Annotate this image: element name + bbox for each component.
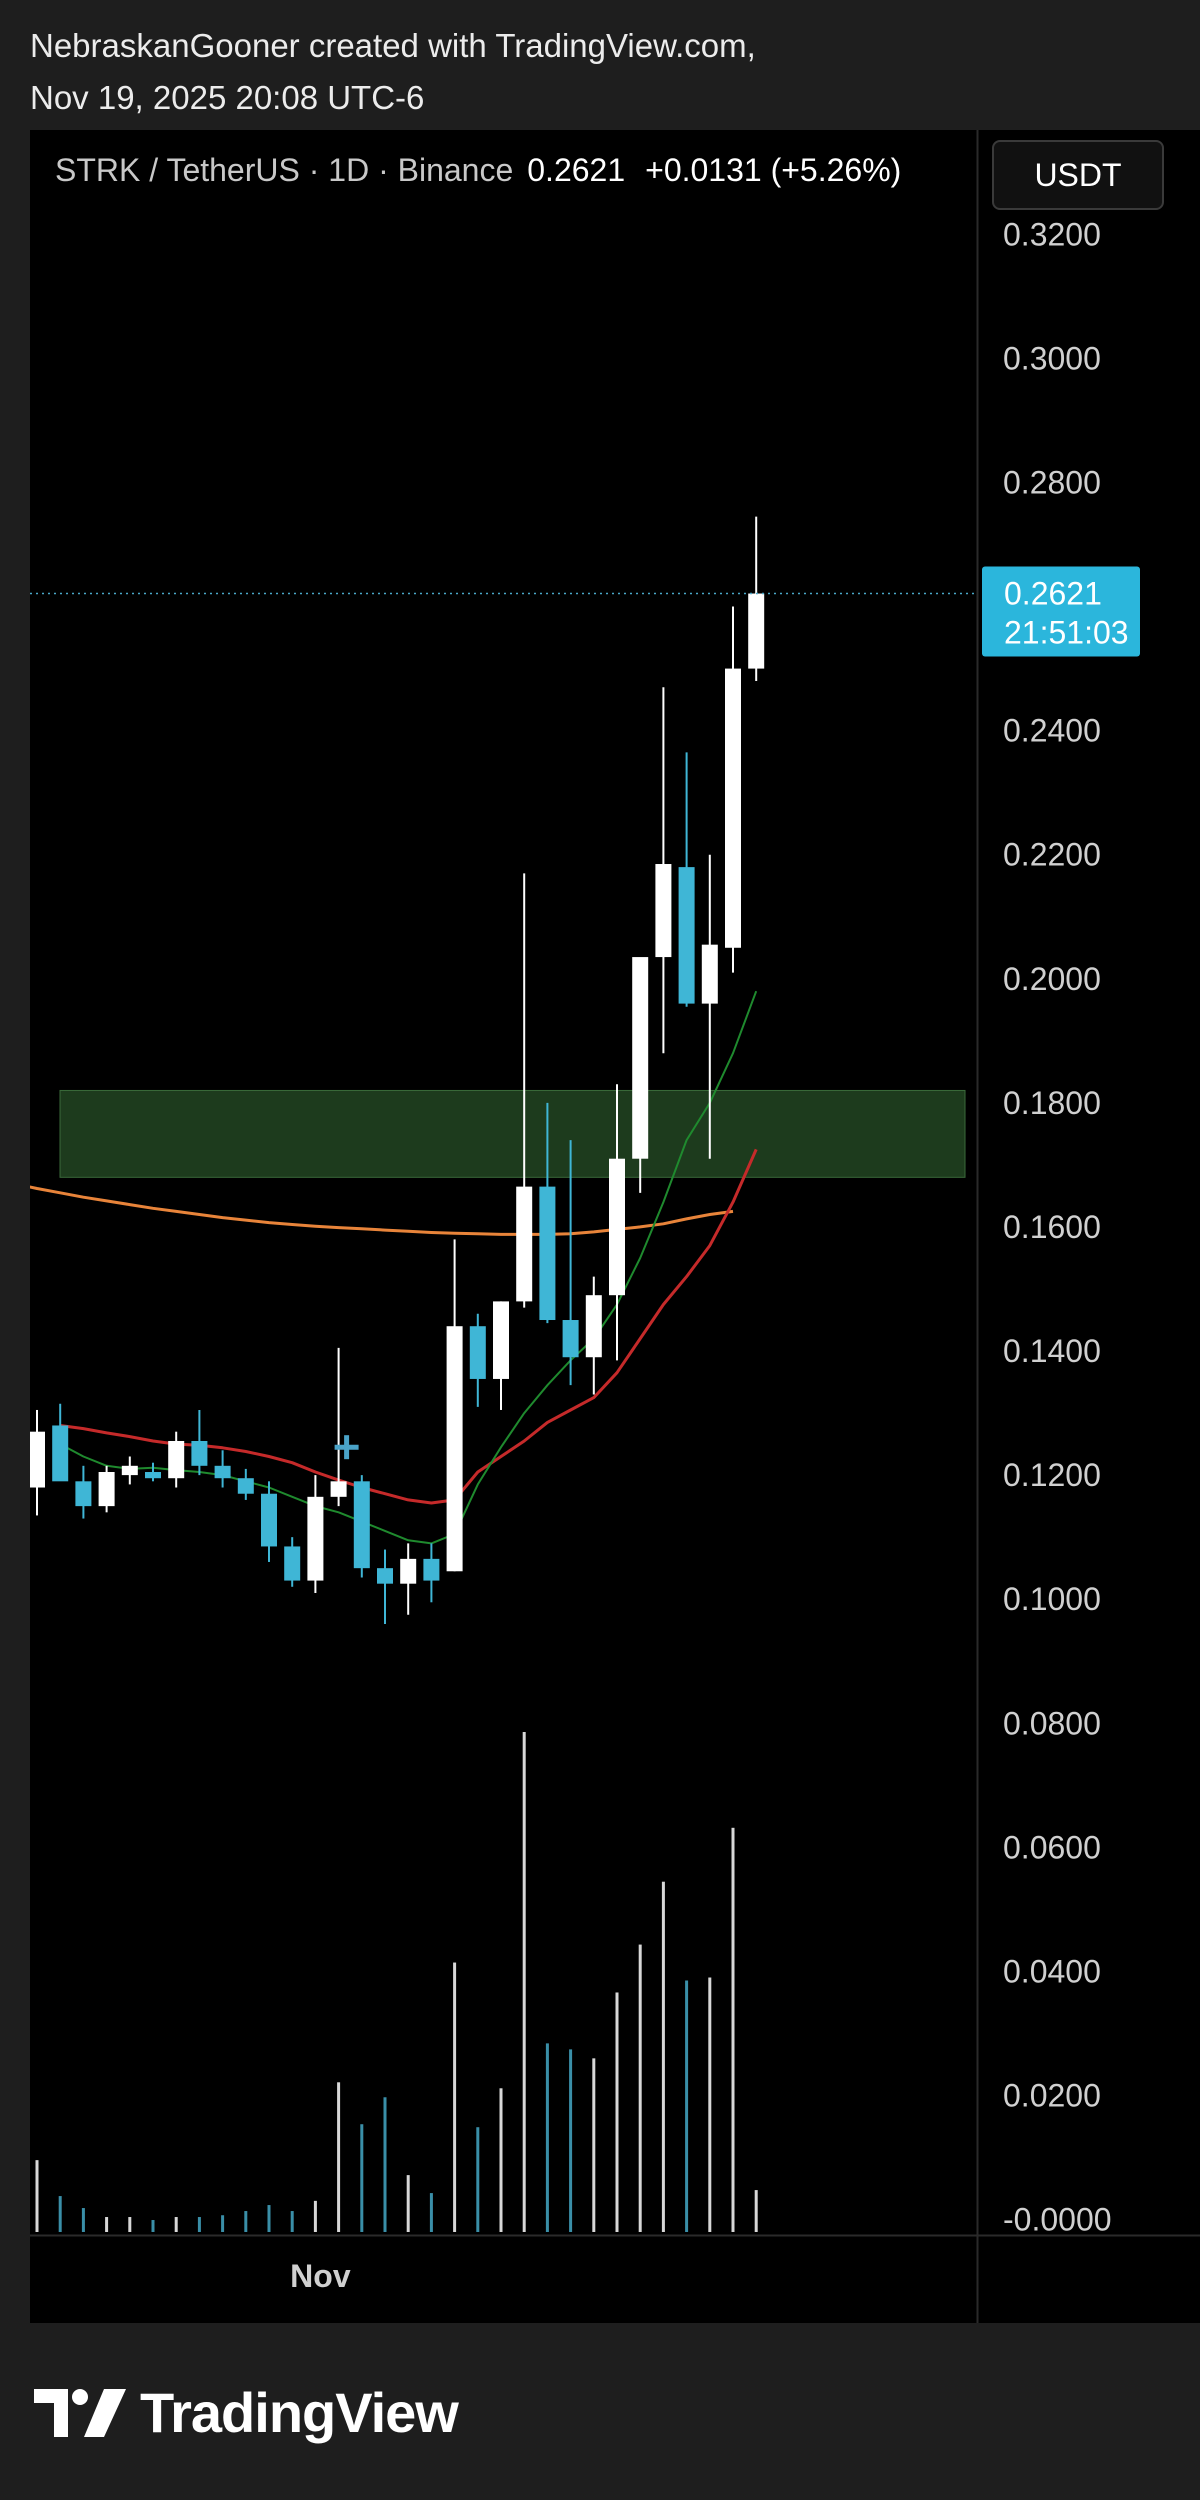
volume-bar: [592, 2058, 596, 2232]
candle-body[interactable]: [400, 1558, 417, 1584]
candle-body[interactable]: [121, 1465, 138, 1476]
plot-area[interactable]: [30, 130, 977, 2235]
candle-body[interactable]: [168, 1440, 185, 1479]
volume-bar: [708, 1977, 712, 2232]
price-axis-label: 0.3000: [1003, 340, 1101, 376]
price-axis-label: 0.1200: [1003, 1457, 1101, 1493]
volume-bar: [174, 2217, 178, 2232]
price-axis-label: 0.2000: [1003, 961, 1101, 997]
volume-bar: [81, 2208, 85, 2232]
candle-body[interactable]: [191, 1440, 208, 1466]
volume-bar: [615, 1992, 619, 2232]
volume-bar: [545, 2043, 549, 2232]
volume-bar: [754, 2190, 758, 2232]
candle-body[interactable]: [748, 593, 765, 669]
last-price-tag-price: 0.2621: [1004, 576, 1102, 612]
volume-bar: [105, 2217, 109, 2232]
candle-body[interactable]: [214, 1465, 231, 1479]
candle-body[interactable]: [98, 1472, 115, 1507]
candle-body[interactable]: [353, 1481, 370, 1569]
price-axis-label: 0.1000: [1003, 1581, 1101, 1617]
candle-body[interactable]: [632, 957, 649, 1159]
candle-body[interactable]: [284, 1546, 301, 1581]
time-axis-label: Nov: [290, 2258, 351, 2294]
tradingview-logo: TradingView: [34, 2380, 459, 2445]
price-axis-label: 0.0200: [1003, 2078, 1101, 2114]
price-axis-label: 0.1600: [1003, 1209, 1101, 1245]
volume-bar: [267, 2205, 271, 2232]
price-axis-label: 0.2200: [1003, 837, 1101, 873]
price-axis-label: -0.0000: [1003, 2202, 1112, 2238]
last-price-tag: [982, 566, 1140, 657]
price-axis-label: 0.1800: [1003, 1085, 1101, 1121]
volume-bar: [476, 2127, 480, 2232]
candle-body[interactable]: [469, 1326, 486, 1379]
candle-body[interactable]: [446, 1326, 463, 1572]
volume-bar: [151, 2220, 155, 2232]
volume-bar: [221, 2215, 225, 2232]
currency-button[interactable]: USDT: [992, 140, 1164, 210]
candle-body[interactable]: [377, 1568, 393, 1584]
price-axis-label: 0.0800: [1003, 1705, 1101, 1741]
candle-body[interactable]: [307, 1496, 324, 1581]
candle-body[interactable]: [678, 867, 695, 1004]
price-axis-label: 0.2400: [1003, 713, 1101, 749]
chart-caption: NebraskanGooner created with TradingView…: [30, 20, 756, 124]
price-axis-label: 0.1400: [1003, 1333, 1101, 1369]
price-axis-label: 0.2800: [1003, 464, 1101, 500]
legend-change: +0.0131 (+5.26%): [645, 152, 902, 188]
candle-body[interactable]: [609, 1158, 625, 1296]
tradingview-mark-icon: [34, 2388, 126, 2437]
legend-symbol: STRK / TetherUS · 1D · Binance: [55, 152, 514, 188]
volume-bar: [429, 2193, 433, 2232]
volume-bar: [35, 2160, 39, 2232]
tradingview-wordmark: TradingView: [140, 2381, 459, 2444]
candle-body[interactable]: [52, 1425, 69, 1482]
volume-bar: [58, 2196, 62, 2232]
volume-bar: [313, 2200, 317, 2232]
volume-bar: [685, 1980, 689, 2232]
candle-body[interactable]: [261, 1493, 277, 1547]
volume-bar: [337, 2082, 341, 2232]
price-axis-label: 0.0400: [1003, 1953, 1101, 1989]
volume-bar: [499, 2088, 503, 2232]
candle-body[interactable]: [539, 1186, 556, 1321]
chart-panel[interactable]: 0.3200 0.3000 0.2800 0.2400 0.2200 0.2000 0.18…: [30, 130, 1200, 2323]
candle-body[interactable]: [145, 1472, 161, 1479]
candle-body[interactable]: [493, 1301, 509, 1379]
support-zone-box[interactable]: [59, 1089, 966, 1178]
candle-body[interactable]: [725, 668, 741, 948]
volume-bar: [360, 2124, 364, 2232]
candle-body[interactable]: [585, 1295, 602, 1358]
candle-body[interactable]: [423, 1558, 440, 1581]
volume-bar: [128, 2217, 132, 2232]
volume-bar: [197, 2217, 201, 2232]
volume-bar: [290, 2211, 294, 2232]
volume-bar: [638, 1944, 642, 2232]
candle-body[interactable]: [75, 1481, 92, 1507]
candle-body[interactable]: [655, 864, 672, 958]
last-price-tag-countdown: 21:51:03: [1004, 615, 1129, 651]
candle-body[interactable]: [330, 1481, 347, 1497]
caption-author-line: NebraskanGooner created with TradingView…: [30, 27, 756, 64]
candle-body[interactable]: [562, 1320, 579, 1358]
candle-body[interactable]: [30, 1431, 45, 1488]
volume-bar: [453, 1962, 457, 2232]
volume-bar: [522, 1732, 526, 2232]
symbol-legend: STRK / TetherUS · 1D · Binance 0.2621 +0.0…: [55, 152, 901, 189]
volume-bar: [383, 2097, 387, 2232]
candle-body[interactable]: [701, 944, 718, 1004]
price-axis-label: 0.0600: [1003, 1829, 1101, 1865]
caption-date-line: Nov 19, 2025 20:08 UTC-6: [30, 79, 425, 116]
volume-bar: [731, 1827, 735, 2232]
volume-bar: [244, 2211, 248, 2232]
price-chart-svg[interactable]: 0.3200 0.3000 0.2800 0.2400 0.2200 0.2000 0.18…: [30, 130, 1200, 2323]
candle-body[interactable]: [516, 1186, 533, 1302]
candle-body[interactable]: [237, 1478, 254, 1494]
volume-bar: [406, 2175, 410, 2232]
price-axis-label: 0.3200: [1003, 216, 1101, 252]
volume-bar: [661, 1881, 665, 2232]
legend-price: 0.2621: [527, 152, 626, 188]
volume-bar: [569, 2049, 573, 2232]
